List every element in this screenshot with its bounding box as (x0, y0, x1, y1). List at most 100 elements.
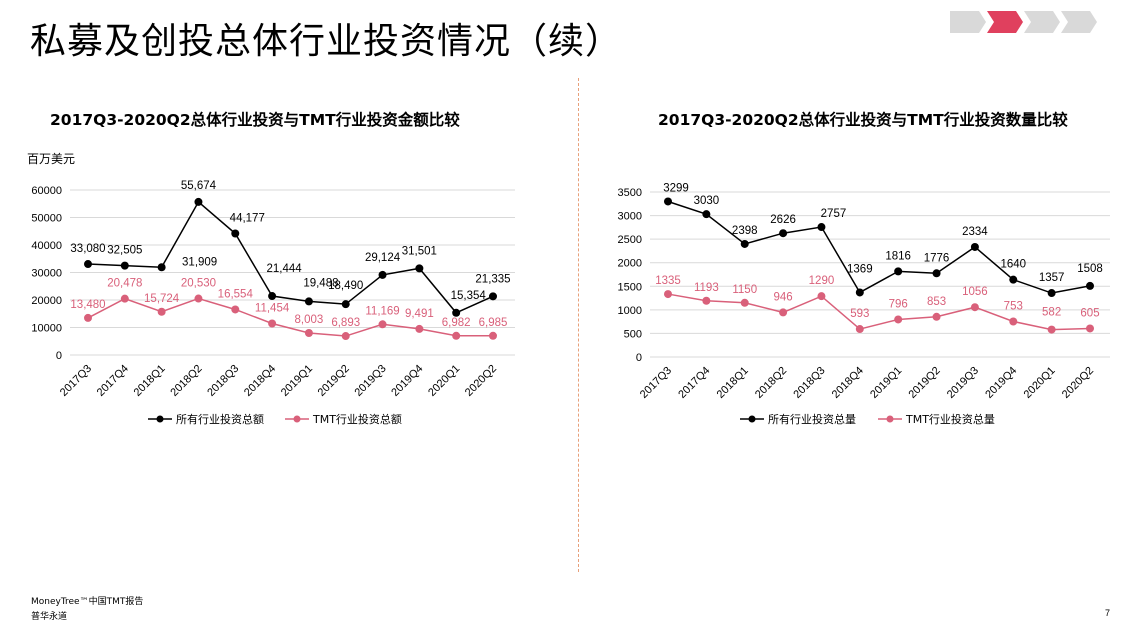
data-point (1047, 325, 1056, 334)
data-point (415, 264, 424, 273)
data-point (894, 267, 903, 276)
data-point (194, 294, 203, 303)
y-tick-label: 10000 (31, 323, 62, 335)
progress-step-1 (950, 11, 986, 33)
data-label: 31,501 (402, 245, 437, 257)
page-title: 私募及创投总体行业投资情况（续） (30, 21, 623, 62)
data-label: 1335 (655, 275, 681, 287)
legend-label: 所有行业投资总量 (768, 412, 856, 426)
data-point (855, 325, 864, 334)
data-label: 1640 (1000, 259, 1026, 271)
data-label: 796 (889, 298, 908, 310)
data-label: 3299 (663, 182, 689, 194)
footer-source: MoneyTree™中国TMT报告 (31, 597, 144, 607)
data-label: 9,491 (405, 308, 434, 320)
x-tick-label: 2019Q3 (945, 365, 981, 401)
data-label: 31,909 (182, 256, 217, 268)
series-line-2 (667, 293, 1091, 331)
legend-marker (748, 415, 756, 423)
data-point (779, 308, 788, 317)
data-point (894, 315, 903, 324)
data-point (1086, 324, 1094, 333)
data-point (1009, 317, 1018, 326)
x-tick-label: 2018Q3 (791, 365, 827, 401)
data-point (120, 261, 129, 270)
series-line-1 (667, 200, 1091, 294)
data-point (664, 290, 672, 299)
y-tick-label: 0 (56, 350, 62, 362)
data-label: 6,985 (479, 317, 508, 329)
data-point (702, 210, 711, 219)
y-tick-label: 60000 (31, 185, 62, 197)
progress-step-3 (1024, 11, 1060, 33)
progress-chevrons (950, 11, 1097, 33)
data-label: 20,530 (181, 278, 216, 290)
data-point (268, 319, 277, 328)
y-tick-label: 50000 (31, 213, 62, 225)
x-tick-label: 2018Q1 (715, 365, 751, 401)
x-tick-label: 2017Q4 (676, 365, 712, 401)
y-tick-label: 500 (624, 328, 642, 340)
data-point (452, 308, 461, 317)
data-point (817, 292, 826, 301)
data-point (304, 328, 313, 337)
data-point (779, 229, 788, 238)
data-point (817, 223, 826, 232)
progress-step-2 (987, 11, 1023, 33)
data-label: 44,177 (230, 213, 265, 225)
data-point (1086, 281, 1094, 290)
data-point (932, 312, 941, 321)
data-label: 6,982 (442, 317, 471, 329)
data-point (452, 331, 461, 340)
data-point (740, 239, 749, 248)
x-tick-label: 2018Q2 (753, 365, 789, 401)
x-tick-label: 2017Q3 (638, 365, 674, 401)
y-tick-label: 3500 (618, 187, 642, 199)
data-label: 1357 (1039, 272, 1065, 284)
data-label: 19,488 (303, 277, 338, 289)
y-tick-label: 30000 (31, 268, 62, 280)
data-label: 6,893 (331, 317, 360, 329)
data-point (932, 269, 941, 278)
data-point (740, 298, 749, 307)
data-label: 2626 (770, 214, 796, 226)
x-tick-label: 2019Q4 (983, 365, 1019, 401)
data-label: 8,003 (295, 314, 324, 326)
series-line-2 (87, 297, 494, 337)
data-point (231, 305, 240, 314)
x-tick-label: 2019Q1 (868, 365, 904, 401)
data-label: 2398 (732, 225, 758, 237)
data-label: 21,335 (475, 273, 510, 285)
y-tick-label: 20000 (31, 295, 62, 307)
data-label: 18,490 (328, 280, 363, 292)
data-label: 593 (850, 308, 869, 320)
data-label: 1776 (924, 252, 950, 264)
data-point (970, 303, 979, 312)
data-point (378, 320, 387, 329)
data-label: 753 (1004, 301, 1023, 313)
data-label: 853 (927, 296, 946, 308)
data-label: 20,478 (107, 278, 142, 290)
data-label: 16,554 (218, 288, 254, 300)
data-point (415, 324, 424, 333)
legend-label: TMT行业投资总量 (905, 412, 995, 426)
x-tick-label: 2018Q4 (830, 365, 866, 401)
data-point (194, 197, 203, 206)
data-point (489, 331, 497, 340)
data-label: 2334 (962, 226, 988, 238)
data-point (341, 300, 350, 309)
data-label: 1290 (809, 275, 835, 287)
data-point (1009, 275, 1018, 284)
data-point (157, 263, 166, 272)
x-tick-label: 2019Q2 (906, 365, 942, 401)
data-point (855, 288, 864, 297)
y-axis-unit: 百万美元 (27, 152, 76, 166)
data-label: 15,724 (144, 293, 180, 305)
data-label: 13,480 (70, 299, 105, 311)
data-label: 946 (773, 291, 792, 303)
data-point (268, 292, 277, 301)
data-label: 11,169 (365, 305, 399, 317)
x-tick-label: 2020Q1 (1022, 365, 1058, 401)
y-tick-label: 2000 (618, 258, 642, 270)
